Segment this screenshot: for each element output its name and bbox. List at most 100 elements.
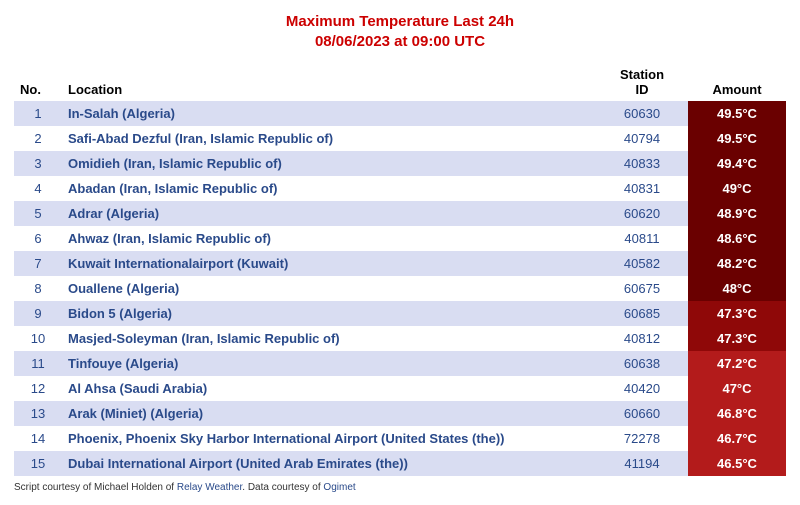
cell-amount: 46.7°C bbox=[688, 426, 786, 451]
cell-station-id: 60675 bbox=[596, 276, 688, 301]
cell-amount: 49.5°C bbox=[688, 101, 786, 126]
cell-no: 2 bbox=[14, 126, 62, 151]
table-header-row: No. Location Station ID Amount bbox=[14, 63, 786, 101]
table-row: 12 Al Ahsa (Saudi Arabia) 4042047°C bbox=[14, 376, 786, 401]
title-line-2: 08/06/2023 at 09:00 UTC bbox=[315, 33, 485, 50]
location-link[interactable]: Arak (Miniet) (Algeria) bbox=[68, 406, 203, 421]
cell-station-id: 41194 bbox=[596, 451, 688, 476]
cell-amount: 47.3°C bbox=[688, 326, 786, 351]
cell-station-id: 60660 bbox=[596, 401, 688, 426]
cell-amount: 49°C bbox=[688, 176, 786, 201]
cell-no: 7 bbox=[14, 251, 62, 276]
cell-no: 4 bbox=[14, 176, 62, 201]
location-link[interactable]: Tinfouye (Algeria) bbox=[68, 356, 178, 371]
table-row: 13 Arak (Miniet) (Algeria) 6066046.8°C bbox=[14, 401, 786, 426]
location-link[interactable]: Bidon 5 (Algeria) bbox=[68, 306, 172, 321]
cell-no: 1 bbox=[14, 101, 62, 126]
table-row: 7 Kuwait Internationalairport (Kuwait) 405… bbox=[14, 251, 786, 276]
cell-no: 10 bbox=[14, 326, 62, 351]
footer-script-link[interactable]: Relay Weather bbox=[177, 482, 242, 493]
cell-no: 3 bbox=[14, 151, 62, 176]
location-link[interactable]: Dubai International Airport (United Arab… bbox=[68, 456, 408, 471]
cell-station-id: 40582 bbox=[596, 251, 688, 276]
cell-amount: 48.9°C bbox=[688, 201, 786, 226]
table-row: 3Omidieh (Iran, Islamic Republic of)4083… bbox=[14, 151, 786, 176]
table-row: 9 Bidon 5 (Algeria) 6068547.3°C bbox=[14, 301, 786, 326]
cell-no: 9 bbox=[14, 301, 62, 326]
table-row: 6 Ahwaz (Iran, Islamic Republic of) 408114… bbox=[14, 226, 786, 251]
cell-amount: 48°C bbox=[688, 276, 786, 301]
cell-amount: 48.6°C bbox=[688, 226, 786, 251]
location-link[interactable]: Abadan (Iran, Islamic Republic of) bbox=[68, 181, 277, 196]
location-link[interactable]: Safi-Abad Dezful (Iran, Islamic Republic… bbox=[68, 131, 333, 146]
cell-no: 8 bbox=[14, 276, 62, 301]
cell-amount: 46.5°C bbox=[688, 451, 786, 476]
cell-amount: 47.2°C bbox=[688, 351, 786, 376]
col-header-no: No. bbox=[14, 63, 62, 101]
cell-no: 11 bbox=[14, 351, 62, 376]
cell-location: Masjed-Soleyman (Iran, Islamic Republic … bbox=[62, 326, 596, 351]
cell-amount: 49.5°C bbox=[688, 126, 786, 151]
table-row: 15 Dubai International Airport (United Ar… bbox=[14, 451, 786, 476]
location-link[interactable]: Adrar (Algeria) bbox=[68, 206, 159, 221]
col-header-station-id: Station ID bbox=[596, 63, 688, 101]
page-title: Maximum Temperature Last 24h 08/06/2023 … bbox=[14, 12, 786, 53]
cell-station-id: 60630 bbox=[596, 101, 688, 126]
cell-amount: 49.4°C bbox=[688, 151, 786, 176]
cell-no: 12 bbox=[14, 376, 62, 401]
table-row: 1 In-Salah (Algeria) 6063049.5°C bbox=[14, 101, 786, 126]
cell-amount: 47°C bbox=[688, 376, 786, 401]
location-link[interactable]: Ahwaz (Iran, Islamic Republic of) bbox=[68, 231, 271, 246]
cell-location: Al Ahsa (Saudi Arabia) bbox=[62, 376, 596, 401]
cell-location: Arak (Miniet) (Algeria) bbox=[62, 401, 596, 426]
col-header-location: Location bbox=[62, 63, 596, 101]
cell-no: 15 bbox=[14, 451, 62, 476]
temperature-table: No. Location Station ID Amount 1 In-Salah… bbox=[14, 63, 786, 476]
title-line-1: Maximum Temperature Last 24h bbox=[286, 13, 514, 30]
cell-location: Abadan (Iran, Islamic Republic of) bbox=[62, 176, 596, 201]
cell-location: Ahwaz (Iran, Islamic Republic of) bbox=[62, 226, 596, 251]
cell-location: Tinfouye (Algeria) bbox=[62, 351, 596, 376]
footer-data-link[interactable]: Ogimet bbox=[323, 482, 355, 493]
table-row: 2 Safi-Abad Dezful (Iran, Islamic Republi… bbox=[14, 126, 786, 151]
cell-station-id: 72278 bbox=[596, 426, 688, 451]
location-link[interactable]: Ouallene (Algeria) bbox=[68, 281, 179, 296]
location-link[interactable]: Phoenix, Phoenix Sky Harbor Internationa… bbox=[68, 431, 505, 446]
table-row: 14 Phoenix, Phoenix Sky Harbor Internatio… bbox=[14, 426, 786, 451]
location-link[interactable]: Omidieh (Iran, Islamic Republic of) bbox=[68, 156, 282, 171]
cell-location: Ouallene (Algeria) bbox=[62, 276, 596, 301]
cell-station-id: 40420 bbox=[596, 376, 688, 401]
table-row: 8 Ouallene (Algeria) 6067548°C bbox=[14, 276, 786, 301]
cell-amount: 46.8°C bbox=[688, 401, 786, 426]
footer-credit: Script courtesy of Michael Holden of Rel… bbox=[14, 482, 786, 493]
cell-station-id: 40831 bbox=[596, 176, 688, 201]
location-link[interactable]: Masjed-Soleyman (Iran, Islamic Republic … bbox=[68, 331, 340, 346]
cell-no: 14 bbox=[14, 426, 62, 451]
footer-data-prefix: . Data courtesy of bbox=[242, 482, 323, 493]
cell-location: Safi-Abad Dezful (Iran, Islamic Republic… bbox=[62, 126, 596, 151]
cell-no: 5 bbox=[14, 201, 62, 226]
cell-station-id: 60638 bbox=[596, 351, 688, 376]
table-row: 10 Masjed-Soleyman (Iran, Islamic Republi… bbox=[14, 326, 786, 351]
table-row: 4 Abadan (Iran, Islamic Republic of) 40831… bbox=[14, 176, 786, 201]
location-link[interactable]: Kuwait Internationalairport (Kuwait) bbox=[68, 256, 288, 271]
cell-location: Kuwait Internationalairport (Kuwait) bbox=[62, 251, 596, 276]
location-link[interactable]: Al Ahsa (Saudi Arabia) bbox=[68, 381, 207, 396]
cell-amount: 47.3°C bbox=[688, 301, 786, 326]
cell-location: In-Salah (Algeria) bbox=[62, 101, 596, 126]
table-row: 11 Tinfouye (Algeria) 6063847.2°C bbox=[14, 351, 786, 376]
col-header-amount: Amount bbox=[688, 63, 786, 101]
cell-location: Adrar (Algeria) bbox=[62, 201, 596, 226]
cell-location: Dubai International Airport (United Arab… bbox=[62, 451, 596, 476]
cell-station-id: 40812 bbox=[596, 326, 688, 351]
cell-location: Bidon 5 (Algeria) bbox=[62, 301, 596, 326]
footer-script-prefix: Script courtesy of Michael Holden of bbox=[14, 482, 177, 493]
cell-amount: 48.2°C bbox=[688, 251, 786, 276]
location-link[interactable]: In-Salah (Algeria) bbox=[68, 106, 175, 121]
cell-location: Phoenix, Phoenix Sky Harbor Internationa… bbox=[62, 426, 596, 451]
cell-no: 13 bbox=[14, 401, 62, 426]
cell-station-id: 40811 bbox=[596, 226, 688, 251]
cell-no: 6 bbox=[14, 226, 62, 251]
table-row: 5Adrar (Algeria)6062048.9°C bbox=[14, 201, 786, 226]
cell-station-id: 60685 bbox=[596, 301, 688, 326]
